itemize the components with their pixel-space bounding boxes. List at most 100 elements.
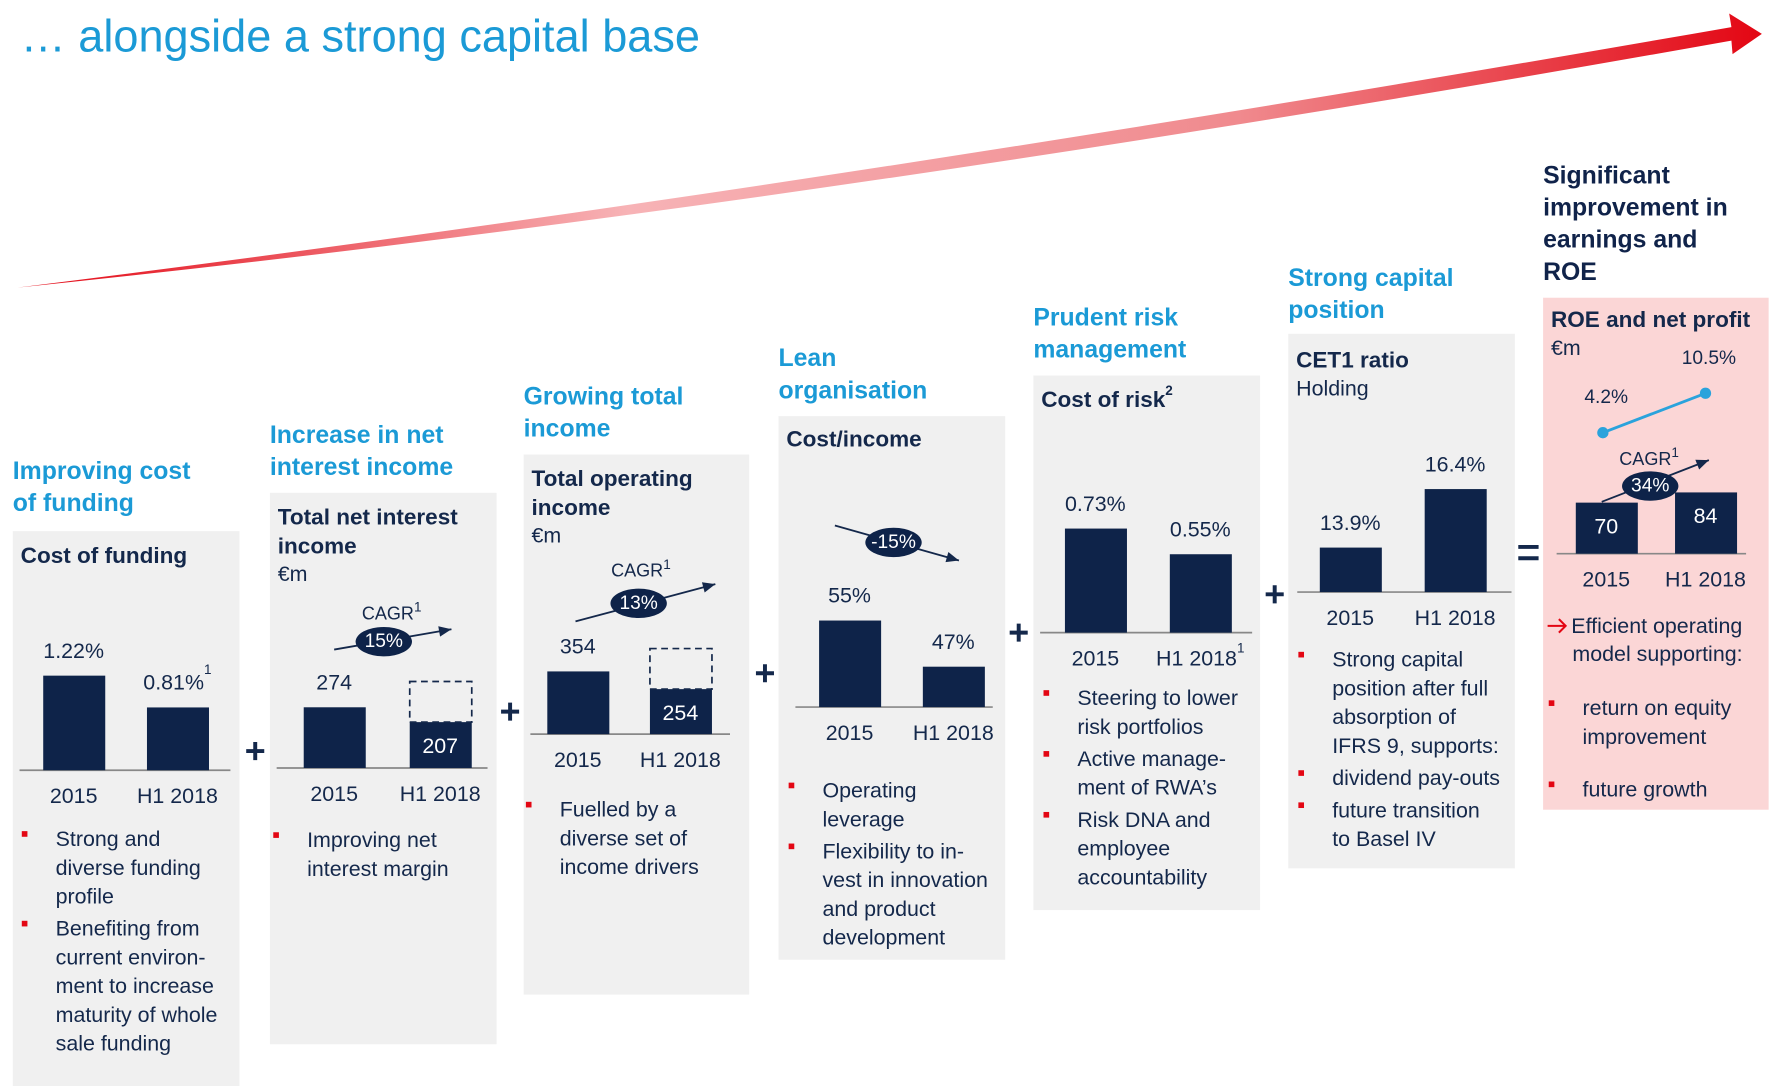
roe-point [1597,427,1609,439]
bullet-text: Active manage- [1077,747,1226,771]
value-label-text: 274 [316,670,352,694]
chart-title: Cost/income [786,426,921,451]
panel-heading: interest income [270,454,453,481]
bullet-marker [1548,781,1555,788]
dashed-box [649,647,713,690]
panel-heading: Lean [778,345,836,372]
cagr-value: 13% [619,593,657,614]
category-label: 2015 [50,784,98,808]
cagr-badge [1622,471,1679,501]
roe-label: 4.2% [1584,387,1628,408]
dashed-box [408,680,473,723]
chart-subtitle: Holding [1296,377,1369,401]
category-label: H1 2018 [400,782,481,806]
bullet-text: Improving net [307,828,437,852]
chart-title: Cost of risk2 [1041,383,1173,412]
category-text: 2015 [826,721,874,745]
conclusion-arrow [1547,618,1568,634]
value-label-text: 0.55% [1170,517,1231,541]
category-text: 2015 [554,748,602,772]
value-label: 1.22% [43,639,104,663]
category-text: H1 2018 [137,784,218,808]
bullet-text: income drivers [560,855,699,879]
cagr-text: CAGR [362,603,414,623]
bullet-text: leverage [822,807,904,831]
value-label-text: 207 [422,734,458,758]
bar [1169,554,1232,633]
bullet-marker [21,920,28,927]
roe-line [1602,391,1706,435]
panel-heading: of funding [13,490,134,517]
chart-title-text: income [278,533,357,558]
bullet-text: sale funding [56,1032,171,1056]
bullet-text: Flexibility to in- [822,839,964,863]
value-label: 13.9% [1320,511,1381,535]
cagr-arrow-head [701,582,716,593]
panel-heading: Increase in net [270,422,444,449]
footnote-mark: 2 [1165,383,1173,398]
bullet-marker [1298,802,1305,809]
chart-title: ROE and net profit [1551,307,1751,332]
category-text: 2015 [1072,647,1120,671]
cagr-label: CAGR1 [1619,445,1679,469]
category-text: 2015 [1582,568,1630,592]
bullet-text: interest margin [307,857,449,881]
bullet-marker [21,831,28,837]
slide-title: … alongside a strong capital base [21,11,700,62]
category-text: 2015 [50,784,98,808]
bullet-marker [788,843,795,850]
bullet-marker [1043,811,1050,818]
footnote-mark: 1 [414,599,422,614]
bullet-text: vest in innovation [822,868,987,892]
bullet-text: diverse funding [56,856,201,880]
panel-heading: Growing total [524,383,684,410]
category-label: 2015 [554,748,602,772]
bullet-text: Strong capital [1332,648,1463,672]
panel-box [12,531,240,1086]
footnote-mark: 1 [204,662,212,677]
bullet-marker [1043,751,1050,757]
category-label: H1 2018 [1665,568,1746,592]
bar [819,620,882,708]
plus [755,664,774,683]
value-label: 254 [663,701,699,725]
value-label: 207 [422,734,458,758]
panel-heading: improvement in [1543,195,1728,222]
value-label: 84 [1694,504,1718,528]
bullet-marker [525,801,532,808]
cagr-arrow-head [1695,459,1709,470]
value-label: 47% [932,630,975,654]
chart-title-text: Total net interest [278,504,458,529]
bullet-text: future transition [1332,798,1480,822]
bullet-text: Fuelled by a [560,798,677,822]
plus [1265,585,1284,604]
panel-heading: management [1033,337,1186,364]
chart-title-text: Cost/income [786,426,921,451]
value-label-text: 55% [828,584,871,608]
bar [1319,547,1382,593]
category-label: H1 2018 [640,748,721,772]
bar [43,675,106,771]
chart-title-text: Total operating [532,466,693,491]
value-label-text: 13.9% [1320,511,1381,535]
unit: €m [278,562,308,586]
chart-title-text: income [532,494,611,519]
cagr-label: CAGR1 [362,599,422,623]
category-label: H1 2018 [1415,606,1496,630]
plus [246,742,265,761]
bullet-text: Operating [822,779,916,803]
value-label: 354 [560,635,596,659]
value-label: 274 [316,670,352,694]
bullet-text: diverse set of [560,826,687,850]
roe-point [1699,387,1712,399]
value-label: 0.81%1 [143,662,211,695]
bullet-marker [1548,700,1555,706]
roe-label: 10.5% [1682,348,1736,369]
bullet-text: Steering to lower [1077,686,1238,710]
bullet-marker [1043,690,1050,696]
category-text: H1 2018 [1665,568,1746,592]
category-label: 2015 [310,782,358,806]
value-label-text: 47% [932,630,975,654]
panel-heading: income [524,416,611,443]
conclusion-text: Efficient operating [1571,614,1742,638]
